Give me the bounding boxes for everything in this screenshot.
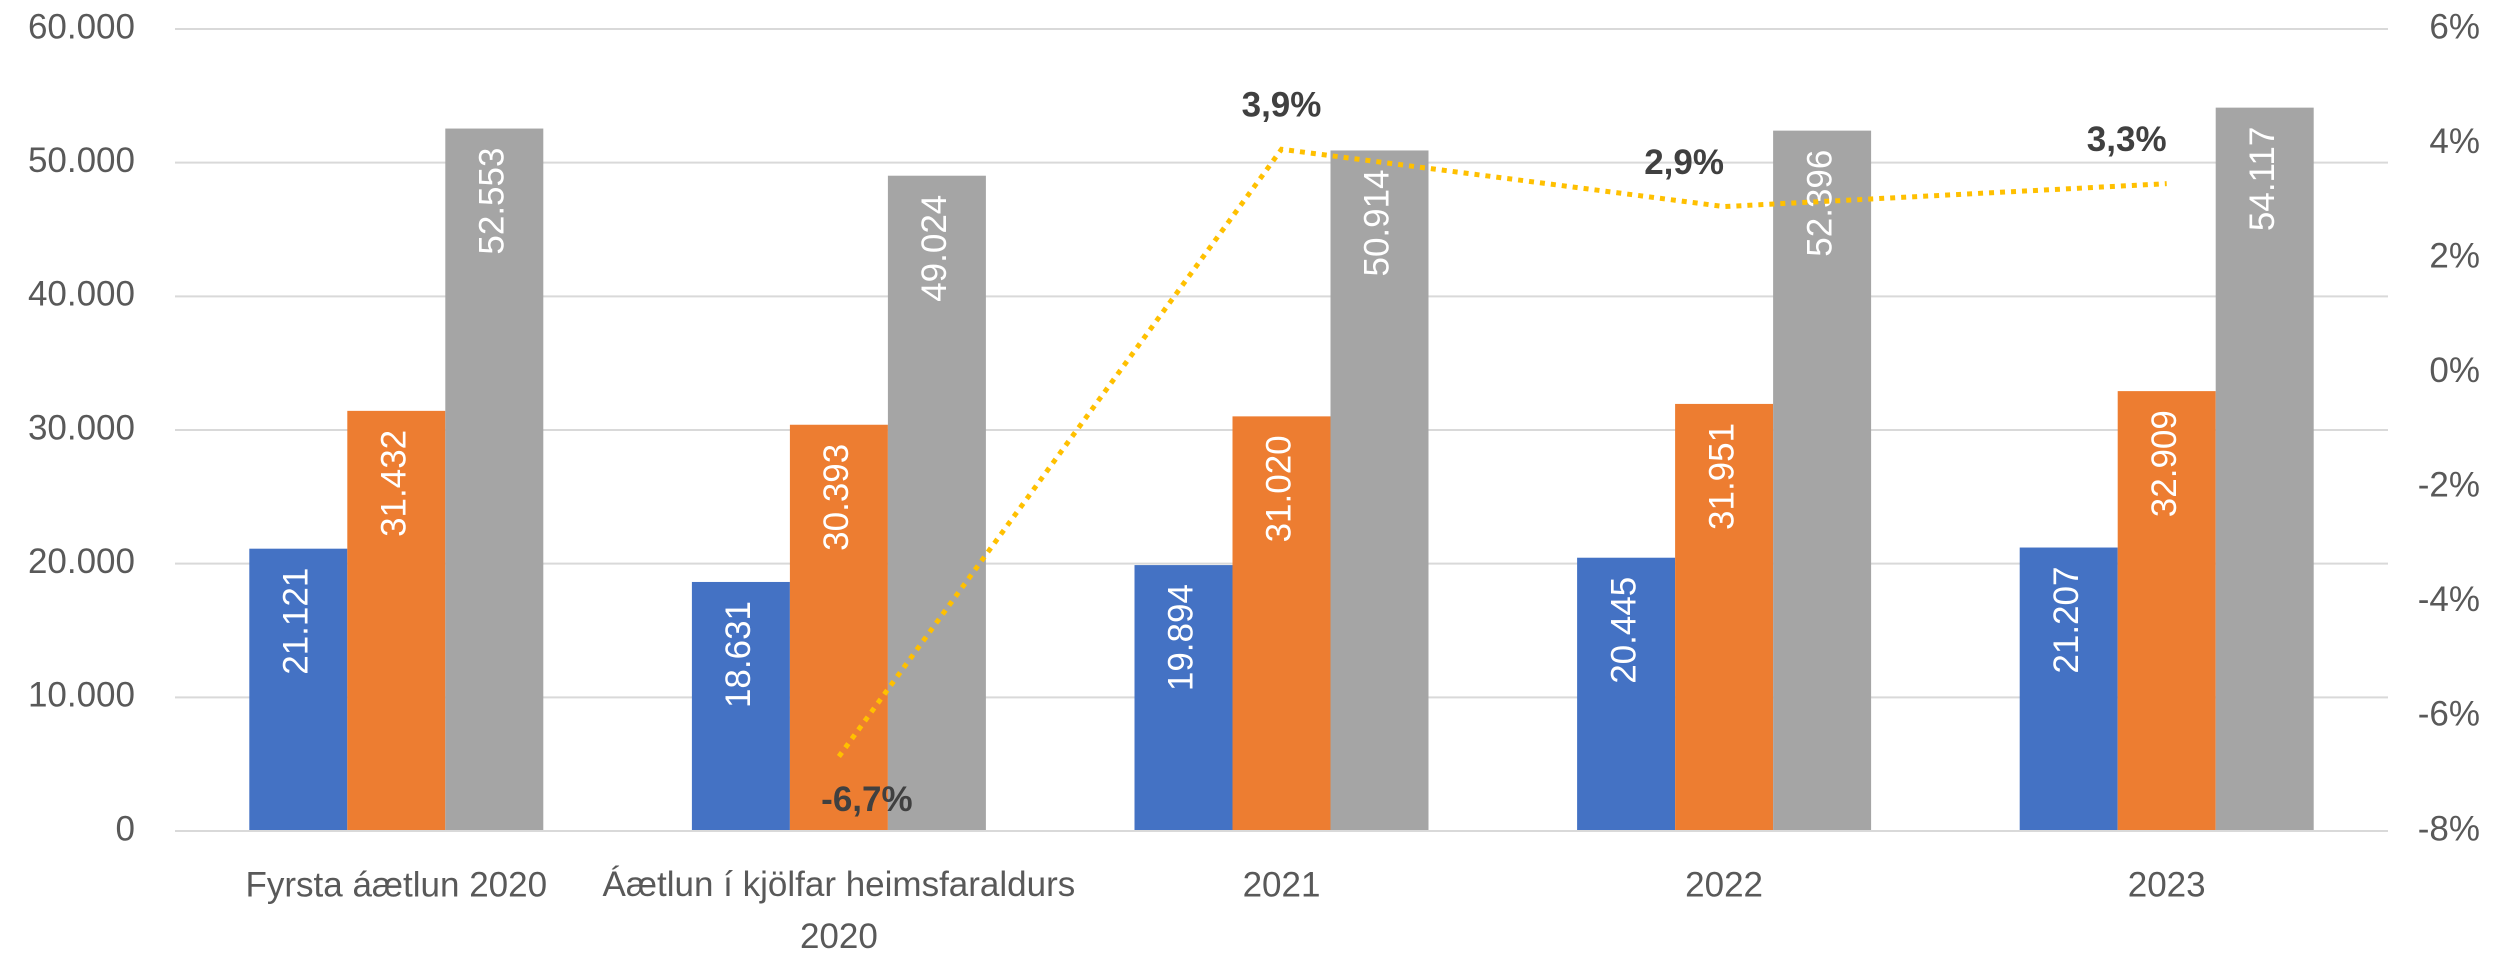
bar-value-label: 31.432 bbox=[375, 430, 414, 537]
bar bbox=[347, 410, 446, 831]
bar bbox=[445, 128, 544, 831]
y2-tick-label: -2% bbox=[2418, 466, 2480, 505]
x-tick-label: Fyrsta áætlun 2020 bbox=[246, 865, 548, 904]
bar bbox=[1330, 150, 1429, 832]
bar bbox=[249, 548, 348, 831]
y-tick-label: 10.000 bbox=[28, 676, 135, 715]
bar-value-label: 18.631 bbox=[719, 601, 758, 708]
line bbox=[836, 146, 2167, 759]
line-value-label: 3,9% bbox=[1242, 86, 1322, 125]
y2-tick-label: -4% bbox=[2418, 580, 2480, 619]
y2-tick-label: 0% bbox=[2429, 351, 2480, 390]
bar-value-label: 21.207 bbox=[2047, 567, 2086, 674]
y-tick-label: 30.000 bbox=[28, 408, 135, 447]
bar bbox=[1577, 557, 1676, 831]
bar bbox=[1232, 416, 1331, 831]
bar-value-label: 52.553 bbox=[473, 148, 512, 255]
bar bbox=[887, 175, 986, 832]
bar bbox=[1134, 565, 1233, 831]
line-value-label: 2,9% bbox=[1644, 143, 1724, 182]
bar bbox=[2019, 547, 2118, 831]
bar-value-label: 32.909 bbox=[2145, 410, 2184, 517]
bar-value-label: 20.445 bbox=[1604, 577, 1643, 684]
y-tick-label: 40.000 bbox=[28, 275, 135, 314]
y-tick-label: 60.000 bbox=[28, 7, 135, 46]
bar bbox=[2117, 391, 2216, 831]
bar-value-label: 21.121 bbox=[277, 568, 316, 675]
bar bbox=[2215, 107, 2314, 831]
line-value-label: -6,7% bbox=[821, 780, 912, 819]
bar bbox=[691, 581, 790, 831]
y2-tick-label: 4% bbox=[2429, 122, 2480, 161]
y2-tick-label: 2% bbox=[2429, 236, 2480, 275]
y2-tick-label: -6% bbox=[2418, 695, 2480, 734]
bar-value-label: 54.117 bbox=[2243, 127, 2282, 231]
bar bbox=[1675, 403, 1774, 831]
bar-value-label: 49.024 bbox=[915, 195, 954, 302]
x-tick-label: 2023 bbox=[2128, 865, 2206, 904]
bar-value-label: 31.020 bbox=[1260, 435, 1299, 542]
x-tick-label: 2021 bbox=[1243, 865, 1321, 904]
y2-tick-label: 6% bbox=[2429, 7, 2480, 46]
bar-value-label: 19.894 bbox=[1162, 584, 1201, 691]
bar bbox=[789, 424, 888, 831]
bar-value-label: 31.951 bbox=[1702, 423, 1741, 530]
bar-value-label: 30.393 bbox=[817, 444, 856, 551]
bar-value-label: 50.914 bbox=[1358, 169, 1397, 276]
y-tick-label: 20.000 bbox=[28, 542, 135, 581]
x-tick-label: 2022 bbox=[1685, 865, 1763, 904]
y-tick-label: 0 bbox=[116, 809, 135, 848]
y2-tick-label: -8% bbox=[2418, 809, 2480, 848]
bar bbox=[1773, 130, 1872, 831]
line-value-label: 3,3% bbox=[2087, 120, 2167, 159]
y-tick-label: 50.000 bbox=[28, 141, 135, 180]
x-tick-label: Áætlun í kjölfar heimsfaraldurs 2020 bbox=[603, 865, 1076, 956]
